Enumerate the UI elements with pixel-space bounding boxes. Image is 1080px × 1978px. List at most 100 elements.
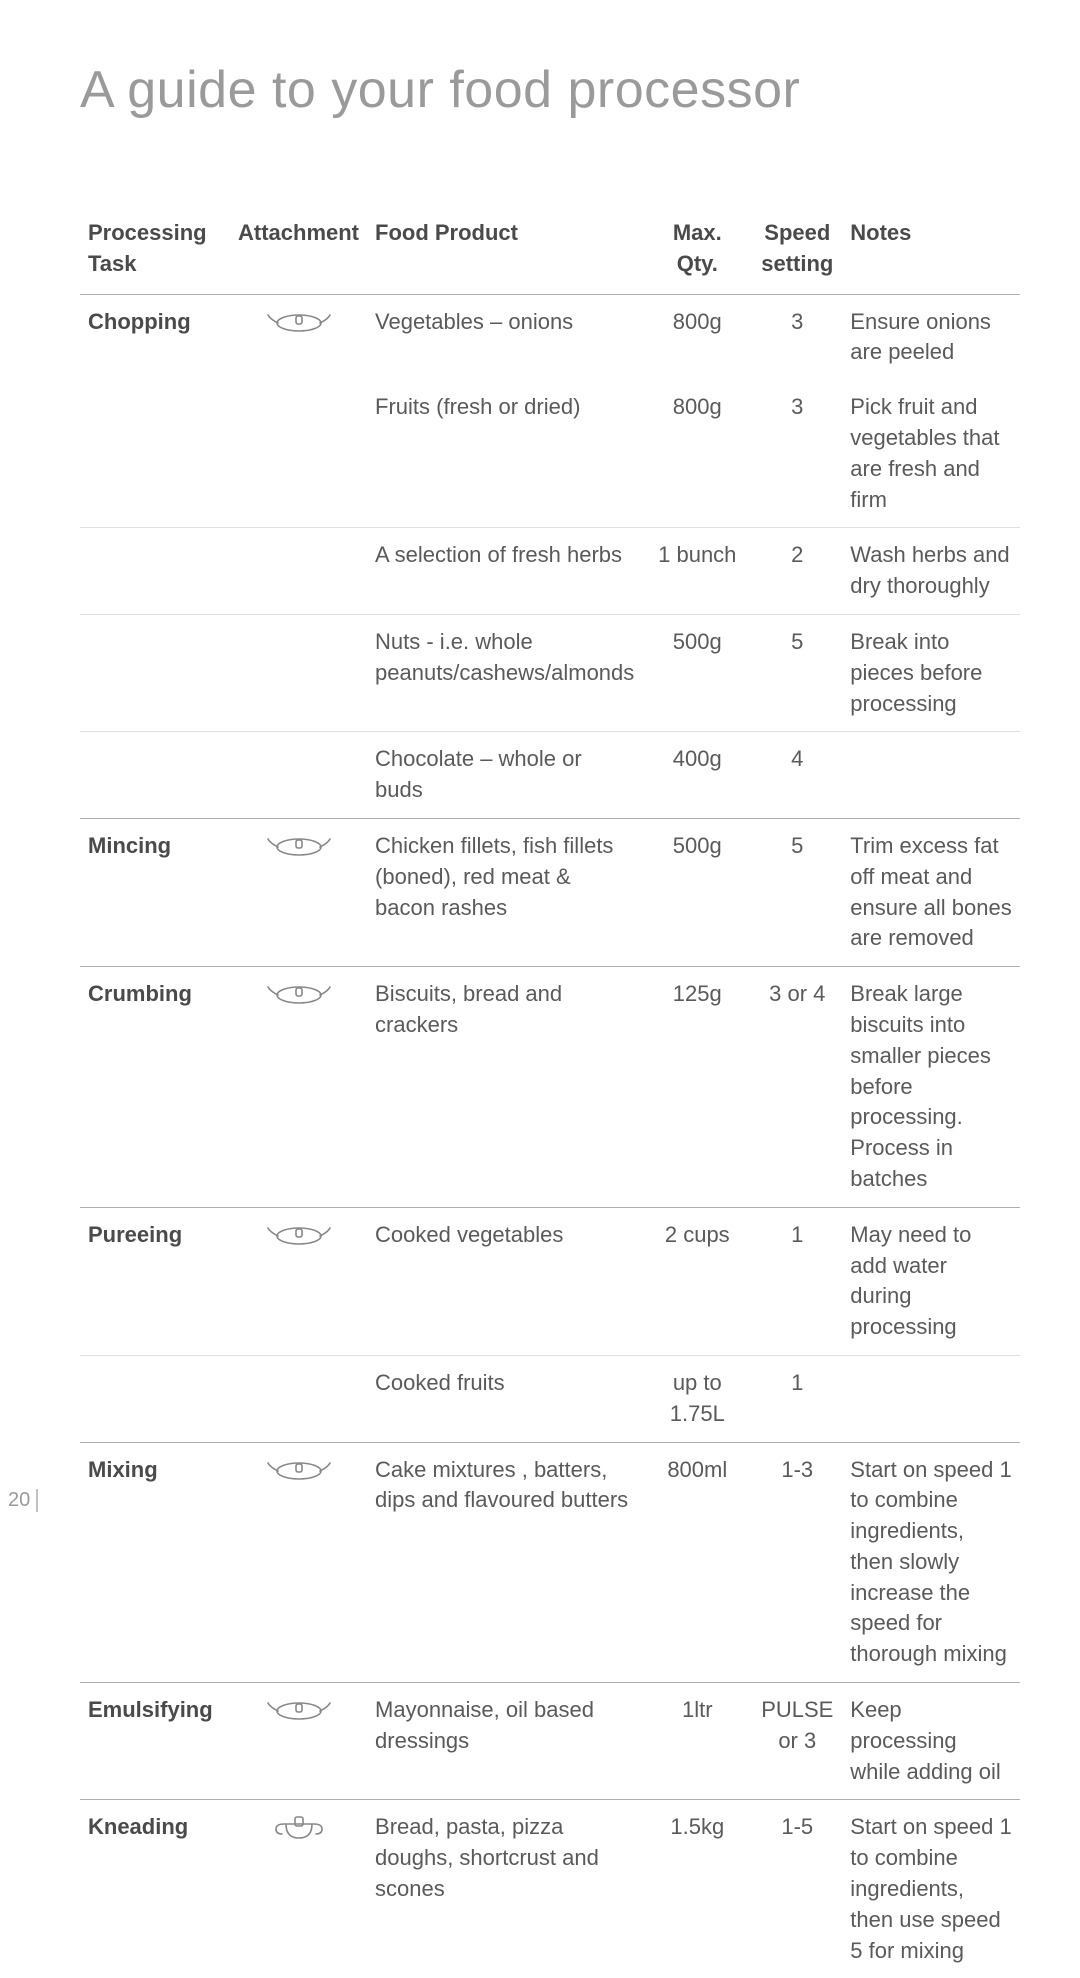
table-row: Chocolate – whole or buds400g4 [80, 732, 1020, 819]
cell-qty: 1ltr [642, 1683, 752, 1800]
col-header-notes: Notes [842, 210, 1020, 294]
cell-attachment [230, 1355, 367, 1442]
cell-notes: May need to add water during processing [842, 1207, 1020, 1355]
page-title: A guide to your food processor [80, 60, 1020, 120]
table-row: Crumbing Biscuits, bread and crackers125g… [80, 967, 1020, 1208]
page-number: 20 [8, 1489, 38, 1512]
blade-icon [264, 1455, 334, 1485]
cell-speed: 5 [752, 614, 842, 731]
cell-task: Kneading [80, 1800, 230, 1978]
blade-icon [264, 1220, 334, 1250]
blade-icon [264, 307, 334, 337]
cell-speed: 1 [752, 1355, 842, 1442]
cell-food: Chocolate – whole or buds [367, 732, 642, 819]
cell-attachment [230, 1683, 367, 1800]
col-header-attachment: Attachment [230, 210, 367, 294]
table-row: Mixing Cake mixtures , batters, dips and … [80, 1442, 1020, 1683]
cell-food: A selection of fresh herbs [367, 528, 642, 615]
cell-attachment [230, 614, 367, 731]
cell-task: Crumbing [80, 967, 230, 1208]
cell-qty: 125g [642, 967, 752, 1208]
col-header-qty: Max. Qty. [642, 210, 752, 294]
table-row: Chopping Vegetables – onions800g3Ensure o… [80, 294, 1020, 380]
cell-task [80, 614, 230, 731]
cell-task [80, 732, 230, 819]
cell-notes: Start on speed 1 to combine ingredients,… [842, 1800, 1020, 1978]
cell-food: Chicken fillets, fish fillets (boned), r… [367, 818, 642, 966]
col-header-speed: Speed setting [752, 210, 842, 294]
cell-notes: Break large biscuits into smaller pieces… [842, 967, 1020, 1208]
table-row: Mincing Chicken fillets, fish fillets (bo… [80, 818, 1020, 966]
cell-speed: 1-3 [752, 1442, 842, 1683]
cell-notes [842, 732, 1020, 819]
cell-speed: 4 [752, 732, 842, 819]
cell-food: Cooked vegetables [367, 1207, 642, 1355]
cell-qty: 2 cups [642, 1207, 752, 1355]
cell-speed: 3 [752, 380, 842, 528]
cell-attachment [230, 294, 367, 380]
cell-speed: 1 [752, 1207, 842, 1355]
cell-task: Chopping [80, 294, 230, 380]
dough-icon [264, 1812, 334, 1846]
cell-attachment [230, 1800, 367, 1978]
cell-attachment [230, 732, 367, 819]
table-row: Nuts - i.e. whole peanuts/cashews/almond… [80, 614, 1020, 731]
cell-food: Mayonnaise, oil based dressings [367, 1683, 642, 1800]
cell-notes: Keep processing while adding oil [842, 1683, 1020, 1800]
cell-speed: PULSE or 3 [752, 1683, 842, 1800]
cell-food: Nuts - i.e. whole peanuts/cashews/almond… [367, 614, 642, 731]
cell-qty: 500g [642, 818, 752, 966]
blade-icon [264, 831, 334, 861]
cell-task: Mixing [80, 1442, 230, 1683]
cell-notes: Pick fruit and vegetables that are fresh… [842, 380, 1020, 528]
cell-speed: 3 [752, 294, 842, 380]
blade-icon [264, 1695, 334, 1725]
cell-qty: 800ml [642, 1442, 752, 1683]
cell-qty: 800g [642, 380, 752, 528]
table-row: Kneading Bread, pasta, pizza doughs, shor… [80, 1800, 1020, 1978]
table-row: Fruits (fresh or dried)800g3Pick fruit a… [80, 380, 1020, 528]
cell-food: Vegetables – onions [367, 294, 642, 380]
cell-attachment [230, 967, 367, 1208]
cell-food: Cake mixtures , batters, dips and flavou… [367, 1442, 642, 1683]
table-header-row: Processing Task Attachment Food Product … [80, 210, 1020, 294]
table-row: Pureeing Cooked vegetables2 cups1May need… [80, 1207, 1020, 1355]
cell-food: Cooked fruits [367, 1355, 642, 1442]
table-row: Emulsifying Mayonnaise, oil based dressin… [80, 1683, 1020, 1800]
cell-notes: Ensure onions are peeled [842, 294, 1020, 380]
table-row: Cooked fruitsup to 1.75L1 [80, 1355, 1020, 1442]
blade-icon [264, 979, 334, 1009]
guide-table: Processing Task Attachment Food Product … [80, 210, 1020, 1978]
cell-task [80, 528, 230, 615]
cell-task [80, 1355, 230, 1442]
cell-speed: 3 or 4 [752, 967, 842, 1208]
cell-food: Fruits (fresh or dried) [367, 380, 642, 528]
cell-task [80, 380, 230, 528]
cell-qty: 800g [642, 294, 752, 380]
cell-food: Bread, pasta, pizza doughs, shortcrust a… [367, 1800, 642, 1978]
cell-attachment [230, 1207, 367, 1355]
col-header-food: Food Product [367, 210, 642, 294]
cell-notes: Wash herbs and dry thoroughly [842, 528, 1020, 615]
cell-qty: up to 1.75L [642, 1355, 752, 1442]
cell-qty: 400g [642, 732, 752, 819]
cell-notes: Break into pieces before processing [842, 614, 1020, 731]
cell-food: Biscuits, bread and crackers [367, 967, 642, 1208]
cell-qty: 500g [642, 614, 752, 731]
cell-attachment [230, 1442, 367, 1683]
cell-notes: Trim excess fat off meat and ensure all … [842, 818, 1020, 966]
cell-qty: 1.5kg [642, 1800, 752, 1978]
cell-task: Emulsifying [80, 1683, 230, 1800]
cell-attachment [230, 818, 367, 966]
cell-attachment [230, 528, 367, 615]
cell-task: Pureeing [80, 1207, 230, 1355]
col-header-task: Processing Task [80, 210, 230, 294]
cell-notes [842, 1355, 1020, 1442]
cell-speed: 2 [752, 528, 842, 615]
cell-speed: 1-5 [752, 1800, 842, 1978]
cell-notes: Start on speed 1 to combine ingredients,… [842, 1442, 1020, 1683]
cell-qty: 1 bunch [642, 528, 752, 615]
cell-speed: 5 [752, 818, 842, 966]
cell-task: Mincing [80, 818, 230, 966]
cell-attachment [230, 380, 367, 528]
